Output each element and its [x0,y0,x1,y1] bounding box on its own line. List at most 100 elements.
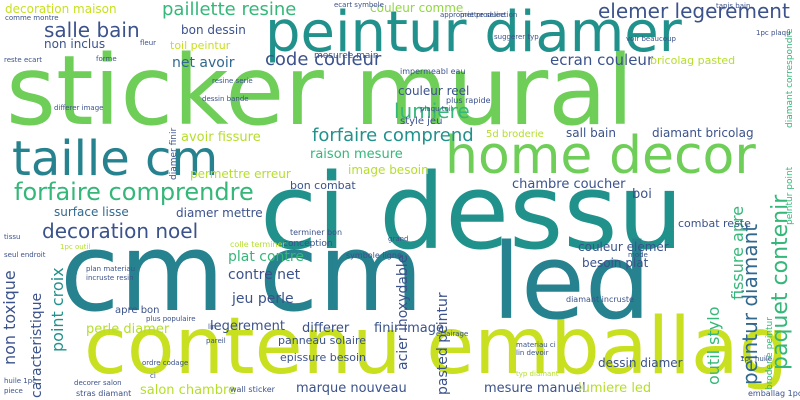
word: bon combat [290,179,356,192]
word: bricolag pasted [650,54,736,67]
word: typ diamant [516,370,559,378]
word: resine serie [212,77,253,85]
word: cm cm [60,211,424,336]
word: dessin diamer [598,356,683,370]
word: huile 1pc [4,377,37,385]
word: plan materiau [86,265,136,273]
word: piece [4,387,23,395]
word: lin devoir [516,349,549,357]
word: broderie peintur [765,317,775,390]
word: couleur reel [398,84,470,98]
word: couleur comme [370,1,464,15]
word: differer image [54,104,104,112]
word: ordre codage [142,359,189,367]
word: peintur point [785,166,795,225]
word: surface lisse [54,205,129,219]
word: plus rapide [446,96,491,105]
word: style jeu [400,116,443,127]
word: ci dessu [260,151,684,273]
word: toil peintur [170,39,231,52]
word: sticker mural [6,35,634,147]
word: comme montre [5,14,59,22]
word: tissu [4,233,21,241]
word: terminer bon [290,228,343,237]
word: 1pc plaqu [756,29,791,37]
word: diamer finir [169,127,179,180]
word: net avoir [172,55,235,71]
word: 1pc huile [740,355,773,363]
word: couleur elemer [578,240,669,254]
word: plus populaire [146,315,196,323]
word: code couleur [265,49,382,70]
word: salle bain [44,18,140,42]
word: lumiere [394,99,470,123]
word: impermeabl eau [400,67,466,76]
word: plaqu toil [420,105,453,113]
word: tapis bain [716,2,751,10]
word: finir image [374,321,445,336]
word: combat reste [678,217,751,230]
word: marque nouveau [296,381,407,396]
word: raison mesure [310,147,403,162]
word: differer [302,321,350,336]
word: pasted peintur [435,292,451,395]
word: diamant bricolag [652,126,754,140]
word: stras diamant [76,389,132,398]
word: forfaire comprend [312,125,474,146]
word: avoir fissure [181,130,261,145]
word: emballag 1pc [748,389,800,398]
word: jeu perle [232,291,294,307]
word: lumiere led [578,381,652,396]
word: home decor [445,126,756,186]
word: mettre selection [460,11,518,19]
word: decorer salon [74,379,122,387]
word: lin [208,323,217,331]
word: epissure besoin [280,351,367,364]
word: forme [96,55,117,63]
word: ecart symbole [334,1,384,9]
word: conception [283,239,333,249]
word: wall sticker [230,385,275,394]
word: chambre coucher [512,177,626,192]
word: non inclus [44,37,106,51]
word: reste ecart [4,56,43,64]
word: sall bain [566,126,616,140]
word: plat contre [228,249,304,265]
word: perle diamer [86,322,170,337]
word: taille cm [12,131,219,187]
word: bon dessin [181,23,246,37]
word: incruste resin [86,274,134,282]
word: mode [628,251,648,259]
word: eclairage [436,330,469,338]
word: acier inoxydable [395,254,411,370]
word: decoration maison [5,2,117,16]
word: 1pc outil [60,243,91,251]
word: elemer legerement [598,0,790,23]
word: panneau solaire [278,334,367,347]
word: approprie produire [440,11,506,19]
word: besoin plat [582,256,649,270]
word: materiau ci [516,341,556,349]
word: 5d broderie [486,129,544,140]
word: forfaire comprendre [14,178,254,206]
word: diamant correspondre [785,28,795,128]
word: contre net [228,267,301,283]
word: dessin bande [202,95,249,103]
word: pareil [206,337,226,345]
word: peintur diamer [265,0,682,65]
word: mesuree main [314,51,379,61]
word: point croix [48,267,67,352]
word: paillette resine [162,0,297,20]
word: suggerer typ [494,33,539,41]
word: symbole ligne [346,251,402,260]
word: non toxique [0,270,19,365]
word: salon chambre [140,383,237,398]
word: contenu emballag [84,302,789,392]
word: voir beaucoup [626,35,676,43]
word: legerement [210,319,285,334]
word: colle terminer [230,240,286,249]
word: grand [388,235,409,243]
word: fleur [140,39,157,47]
word: outil stylo [704,306,723,386]
word: diamant incruste [566,295,634,304]
